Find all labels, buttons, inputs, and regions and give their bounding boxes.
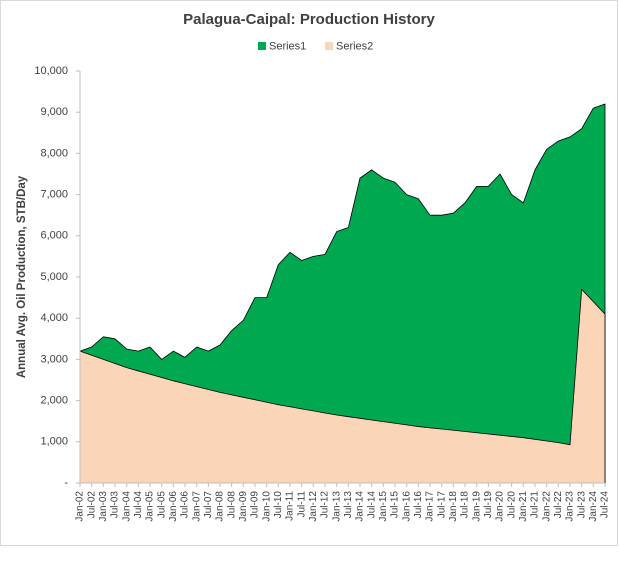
x-tick-label: Jan-24: [588, 491, 599, 522]
x-tick-label: Jul-16: [413, 491, 424, 519]
x-tick-label: Jul-17: [436, 491, 447, 519]
x-tick-label: Jan-02: [75, 491, 86, 522]
x-tick-label: Jul-11: [296, 491, 307, 518]
x-tick-label: Jul-07: [203, 491, 214, 519]
x-tick-label: Jul-02: [86, 491, 97, 519]
x-tick-label: Jan-04: [121, 491, 132, 522]
x-tick-label: Jan-14: [355, 491, 366, 522]
x-tick-label: Jul-15: [390, 491, 401, 519]
x-tick-label: Jul-12: [320, 491, 331, 519]
x-tick-label: Jan-20: [495, 491, 506, 522]
x-tick-label: Jul-23: [576, 491, 587, 519]
y-tick-label: 5,000: [40, 271, 68, 283]
x-tick-label: Jan-22: [541, 491, 552, 522]
legend-label: Series1: [269, 40, 306, 52]
x-tick-label: Jul-18: [460, 491, 471, 519]
x-tick-label: Jul-22: [553, 491, 564, 519]
x-tick-label: Jul-04: [133, 491, 144, 519]
x-tick-label: Jan-09: [238, 491, 249, 522]
x-tick-label: Jul-10: [273, 491, 284, 519]
x-tick-label: Jul-21: [530, 491, 541, 519]
y-axis-title: Annual Avg. Oil Production, STB/Day: [16, 175, 28, 378]
y-tick-label: 3,000: [40, 353, 68, 365]
x-tick-label: Jan-12: [308, 491, 319, 522]
x-tick-label: Jan-13: [331, 491, 342, 522]
x-tick-label: Jul-13: [343, 491, 354, 519]
x-tick-label: Jan-05: [145, 491, 156, 522]
x-tick-label: Jan-06: [168, 491, 179, 522]
x-tick-label: Jan-21: [518, 491, 529, 522]
x-tick-label: Jan-17: [425, 491, 436, 522]
y-tick-label: 2,000: [40, 395, 68, 407]
legend-swatch: [258, 42, 266, 50]
x-tick-label: Jan-10: [261, 491, 272, 522]
y-tick-label: -: [64, 477, 68, 489]
x-tick-label: Jul-24: [600, 491, 611, 519]
x-tick-label: Jul-09: [250, 491, 261, 519]
x-tick-label: Jul-08: [226, 491, 237, 519]
y-tick-label: 9,000: [40, 106, 68, 118]
x-tick-label: Jan-03: [98, 491, 109, 522]
x-tick-label: Jul-06: [180, 491, 191, 519]
x-tick-label: Jan-07: [191, 491, 202, 522]
area: [79, 103, 606, 484]
legend-label: Series2: [336, 40, 373, 52]
x-tick-label: Jan-11: [285, 491, 296, 521]
chart-title: Palagua-Caipal: Production History: [183, 11, 435, 28]
x-tick-label: Jul-20: [506, 491, 517, 519]
legend-swatch: [325, 42, 333, 50]
y-tick-label: 7,000: [40, 189, 68, 201]
x-tick-label: Jul-03: [110, 491, 121, 519]
x-tick-label: Jan-08: [215, 491, 226, 522]
x-tick-label: Jan-23: [565, 491, 576, 522]
x-tick-label: Jan-15: [378, 491, 389, 522]
x-tick-label: Jan-16: [401, 491, 412, 522]
x-tick-label: Jan-18: [448, 491, 459, 522]
y-tick-label: 10,000: [34, 65, 68, 77]
x-tick-label: Jul-14: [366, 491, 377, 519]
y-tick-label: 8,000: [40, 147, 68, 159]
x-tick-label: Jul-19: [483, 491, 494, 519]
x-tick-label: Jul-05: [156, 491, 167, 519]
x-tick-label: Jan-19: [471, 491, 482, 522]
area: [79, 288, 606, 484]
y-tick-label: 4,000: [40, 312, 68, 324]
y-tick-label: 1,000: [40, 436, 68, 448]
y-tick-label: 6,000: [40, 230, 68, 242]
